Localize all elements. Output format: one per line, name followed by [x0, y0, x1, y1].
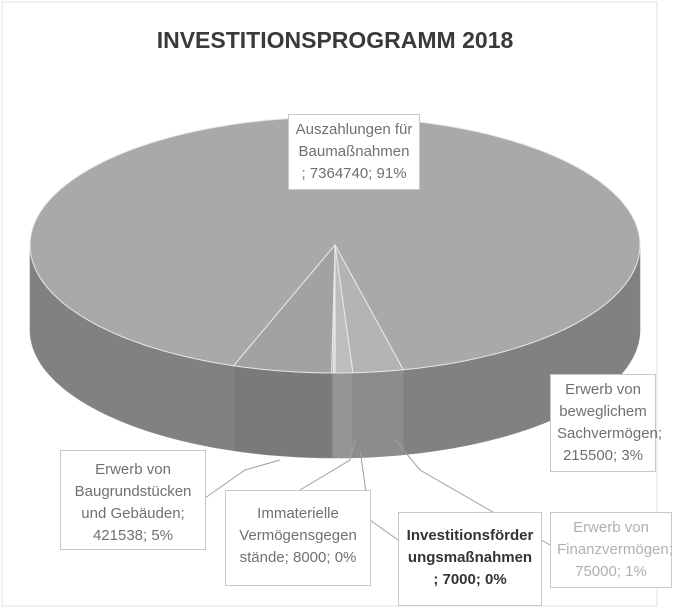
leader-line: [299, 439, 356, 491]
category-name: Erwerb von Finanzvermögen: [557, 519, 669, 558]
data-label: Erwerb von beweglichem Sachvermögen; 215…: [550, 374, 662, 472]
category-name: Auszahlungen für Baumaßnahmen: [295, 121, 413, 160]
value-label: ; 215500; 3%: [562, 425, 663, 464]
category-name: Investitionsförder ungsmaßnahmen: [406, 527, 534, 566]
pie-slice: [334, 244, 405, 374]
category-name: Erwerb von Baugrundstücken und Gebäuden: [74, 461, 192, 522]
chart-border: [1, 1, 658, 607]
data-label: Erwerb von Finanzvermögen; 75000; 1%: [550, 512, 673, 588]
chart-title: INVESTITIONSPROGRAMM 2018: [157, 27, 514, 53]
value-label: ; 75000; 1%: [575, 541, 673, 580]
pie: [29, 116, 641, 459]
data-label: Auszahlungen für Baumaßnahmen ; 7364740; …: [288, 114, 420, 190]
category-name: Immaterielle Vermögensgegen stände: [239, 505, 357, 566]
pie-side: [352, 369, 404, 459]
data-label: Immaterielle Vermögensgegen stände; 8000…: [225, 490, 371, 586]
data-label: Erwerb von Baugrundstücken und Gebäuden;…: [60, 450, 206, 550]
pie-slice: [232, 243, 336, 374]
value-label: ; 421538; 5%: [92, 505, 185, 544]
category-name: Erwerb von beweglichem Sachvermögen: [557, 381, 658, 442]
pie-side: [334, 372, 354, 459]
value-label: ; 7000; 0%: [433, 571, 507, 588]
pie-side: [233, 365, 332, 459]
value-label: ; 7364740; 91%: [301, 165, 407, 182]
leader-line: [204, 459, 281, 499]
data-label: Investitionsförder ungsmaßnahmen ; 7000; …: [398, 512, 542, 606]
value-label: ; 8000; 0%: [284, 549, 357, 566]
